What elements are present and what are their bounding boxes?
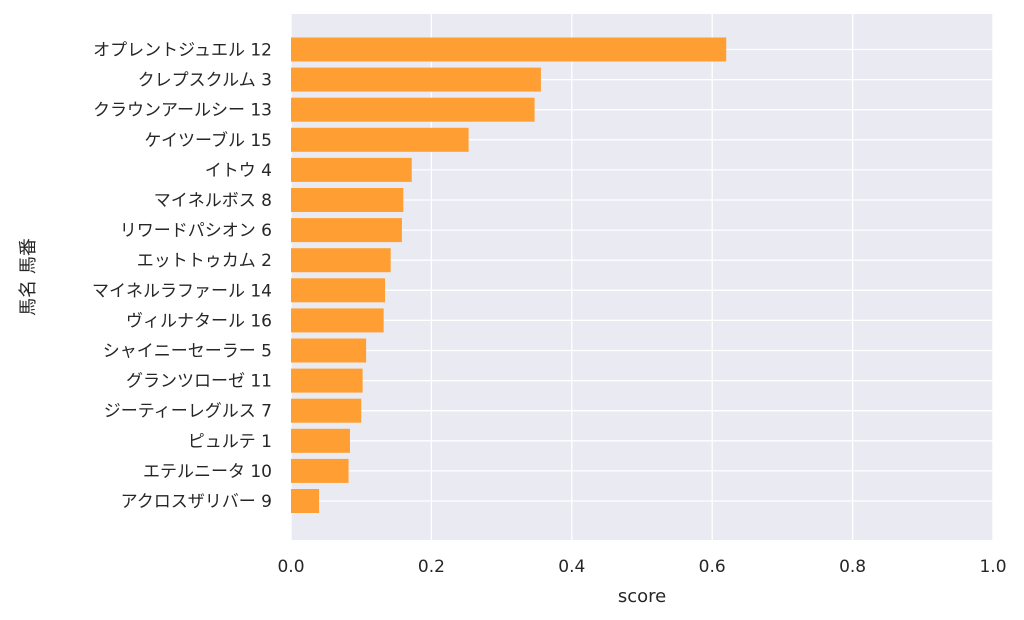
y-axis-label: 馬名 馬番: [18, 238, 39, 316]
y-tick-label: オプレントジュエル 12: [93, 41, 272, 61]
y-tick-label: グランツローゼ 11: [126, 372, 272, 392]
bar: [291, 218, 402, 243]
x-tick-label: 0.8: [839, 557, 866, 577]
bar: [291, 127, 469, 152]
y-tick-label: クレプスクルム 3: [138, 71, 272, 91]
x-tick-label: 0.4: [558, 557, 585, 577]
y-tick-label: シャイニーセーラー 5: [103, 342, 272, 362]
bar: [291, 458, 349, 483]
y-tick-label: マイネルラファール 14: [92, 281, 272, 301]
y-tick-label: ケイツーブル 15: [144, 130, 272, 151]
bar: [291, 248, 391, 273]
bar: [291, 97, 535, 122]
bar: [291, 308, 384, 333]
x-tick-labels: 0.0 0.2 0.4 0.6 0.8 1.0: [277, 557, 1006, 577]
x-tick-label: 0.2: [418, 557, 445, 577]
x-axis-label: score: [618, 586, 666, 607]
bar: [291, 278, 386, 303]
y-tick-label: アクロスザリバー 9: [121, 492, 272, 512]
bar: [291, 188, 404, 212]
bar: [291, 157, 412, 182]
y-tick-label: リワードパシオン 6: [120, 221, 272, 241]
bar: [291, 338, 367, 363]
x-tick-label: 1.0: [979, 557, 1006, 577]
y-tick-label: マイネルボス 8: [154, 191, 272, 211]
bar: [291, 428, 350, 453]
y-tick-label: エテルニータ 10: [143, 462, 272, 482]
bar: [291, 398, 362, 423]
y-tick-label: ヴィルナタール 16: [126, 311, 272, 331]
bar: [291, 489, 320, 513]
y-tick-label: クラウンアールシー 13: [93, 101, 272, 121]
bars: [291, 37, 727, 513]
bar: [291, 37, 727, 62]
plot-background: [291, 14, 993, 540]
y-tick-labels: オプレントジュエル 12 クレプスクルム 3 クラウンアールシー 13 ケイツーブル …: [92, 41, 272, 513]
x-tick-label: 0.0: [277, 557, 304, 577]
x-tick-label: 0.6: [699, 557, 726, 577]
y-tick-label: エットトゥカム 2: [137, 251, 272, 271]
bar: [291, 67, 541, 92]
y-tick-label: ジーティーレグルス 7: [104, 402, 272, 422]
y-tick-label: ピュルテ 1: [188, 432, 272, 452]
y-tick-label: イトウ 4: [205, 161, 272, 181]
bar: [291, 368, 363, 393]
